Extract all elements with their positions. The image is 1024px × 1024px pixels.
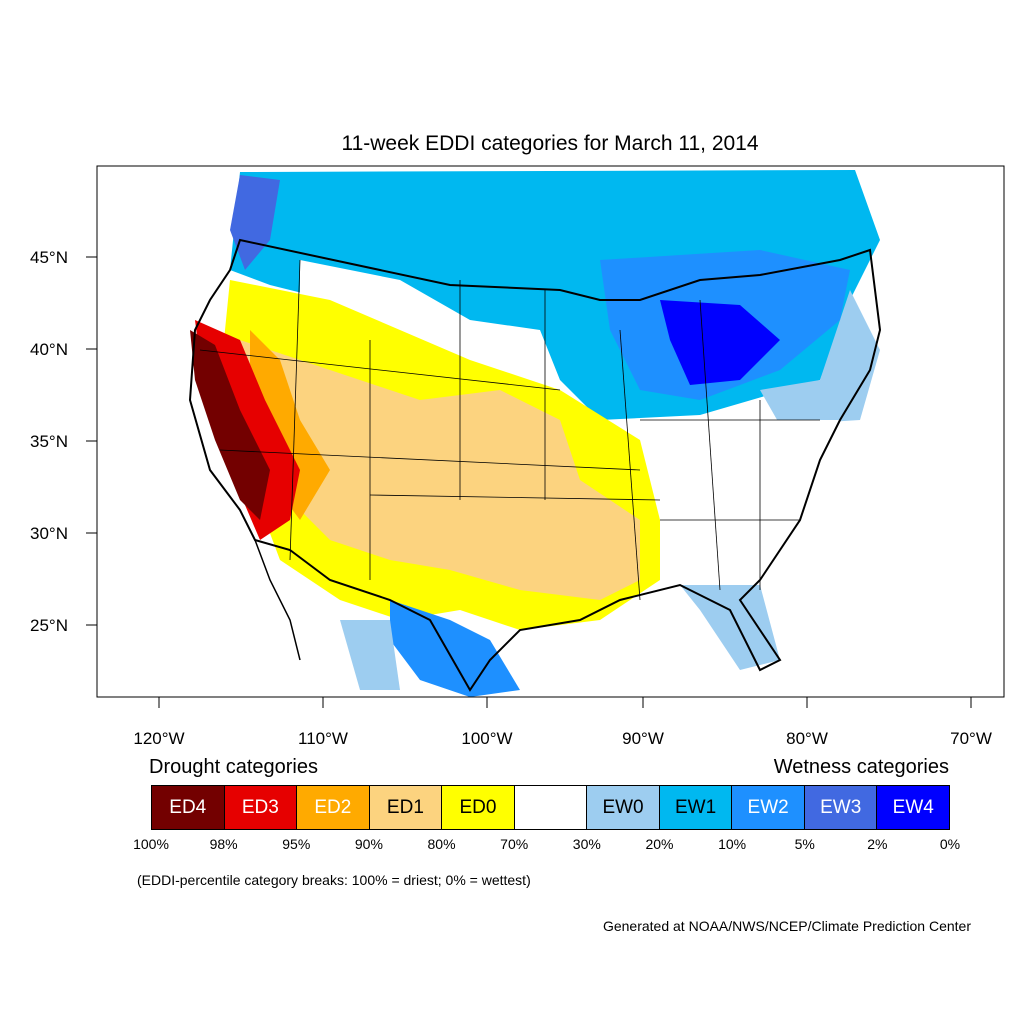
legend-cell-ed4: ED4 [152, 786, 225, 829]
lon-tick-marks [158, 697, 972, 708]
break-label: 100% [133, 836, 169, 852]
legend-cell-ew0: EW0 [587, 786, 660, 829]
eddi-map: 120°W 110°W 100°W 90°W 80°W 70°W 45°N 40… [30, 165, 1005, 748]
category-note: (EDDI-percentile category breaks: 100% =… [137, 872, 531, 888]
lat-label-35: 35°N [30, 432, 68, 451]
break-label: 90% [354, 836, 383, 852]
lon-label-100: 100°W [461, 729, 512, 748]
legend-cell-ew4: EW4 [877, 786, 950, 829]
legend-cell-ed1: ED1 [369, 786, 443, 829]
lon-label-120: 120°W [133, 729, 184, 748]
map-title: 11-week EDDI categories for March 11, 20… [341, 132, 759, 155]
lon-label-110: 110°W [298, 729, 348, 748]
legend-cell-ed2: ED2 [297, 786, 370, 829]
wetness-region-pacific-nw [230, 175, 280, 270]
drought-region-ed4 [190, 330, 270, 520]
legend-cell-ew3: EW3 [804, 786, 878, 829]
baja-coast [254, 539, 301, 661]
lat-label-40: 40°N [30, 340, 68, 359]
break-label: 80% [427, 836, 456, 852]
wetness-region-gulf-coast [680, 585, 780, 670]
lat-tick-marks [86, 256, 97, 626]
break-label: 30% [572, 836, 601, 852]
lon-label-80: 80°W [786, 729, 828, 748]
break-label: 20% [645, 836, 674, 852]
break-label: 0% [939, 836, 961, 852]
map-frame [96, 165, 1005, 698]
wetness-region-south-texas [390, 600, 520, 697]
legend-cell-neutral [514, 786, 588, 829]
map-field [190, 170, 880, 697]
lat-tick-labels: 45°N 40°N 35°N 30°N 25°N [30, 248, 68, 635]
lat-label-30: 30°N [30, 524, 68, 543]
legend-cell-ew2: EW2 [732, 786, 805, 829]
category-breaks: 100% 98% 95% 90% 80% 70% 30% 20% 10% 5% 2% 0% [0, 836, 1024, 856]
state-borders [199, 259, 820, 601]
break-label: 95% [282, 836, 311, 852]
lon-tick-labels: 120°W 110°W 100°W 90°W 80°W 70°W [133, 729, 991, 748]
wetness-categories-heading: Wetness categories [773, 756, 949, 778]
drought-categories-heading: Drought categories [149, 756, 318, 778]
coastline [188, 238, 882, 692]
break-label: 70% [500, 836, 529, 852]
category-legend: ED4 ED3 ED2 ED1 ED0 EW0 EW1 EW2 EW3 EW4 [151, 785, 950, 830]
break-label: 5% [794, 836, 815, 852]
wetness-region-greatlakes-core [660, 300, 780, 385]
wetness-region-northeast-light [760, 290, 880, 425]
break-label: 2% [867, 836, 888, 852]
break-label: 10% [718, 836, 747, 852]
lon-label-70: 70°W [950, 729, 992, 748]
legend-cell-ed3: ED3 [224, 786, 298, 829]
legend-cell-ed0: ED0 [442, 786, 515, 829]
drought-region-ed1 [240, 340, 640, 600]
wetness-region-mexico [340, 620, 400, 690]
credit-line: Generated at NOAA/NWS/NCEP/Climate Predi… [602, 918, 971, 934]
lon-label-90: 90°W [622, 729, 664, 748]
legend-cell-ew1: EW1 [659, 786, 733, 829]
lat-label-45: 45°N [30, 248, 68, 267]
lat-label-25: 25°N [30, 616, 68, 635]
break-label: 98% [209, 836, 238, 852]
neutral-region-southeast [600, 420, 840, 590]
